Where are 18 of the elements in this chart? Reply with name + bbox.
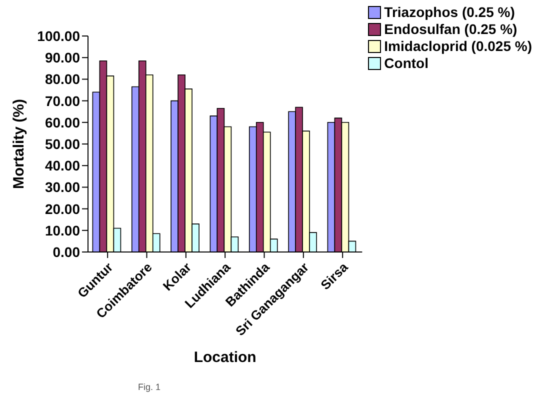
y-tick-label: 10.00 [44,222,80,238]
legend-label: Endosulfan (0.25 %) [384,21,518,38]
legend-label: Contol [384,55,428,72]
y-axis-title: Mortality (%) [10,98,28,189]
y-tick-label: 0.00 [52,244,80,260]
y-tick-label: 100.00 [37,28,80,44]
y-tick-label: 70.00 [44,92,80,109]
y-tick-label: 20.00 [44,200,80,217]
y-tick-label: 50.00 [44,136,80,152]
y-tick-label: 60.00 [44,114,80,130]
y-tick-label: 80.00 [44,71,80,88]
y-tick-label: 30.00 [44,179,80,196]
y-tick-label: 90.00 [44,50,80,66]
y-tick-label: 40.00 [44,158,80,174]
legend-label: Imidacloprid (0.025 %) [384,38,532,55]
legend-label: Triazophos (0.25 %) [384,4,515,21]
x-axis-title: Location [194,349,256,366]
caption: Fig. 1 [138,382,161,392]
